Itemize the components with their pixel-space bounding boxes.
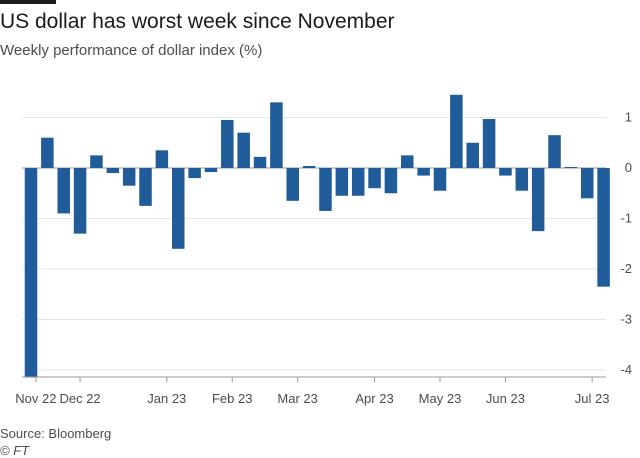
y-tick-label: -1 — [620, 211, 632, 226]
bar — [597, 168, 610, 287]
y-tick-label: -4 — [620, 362, 632, 377]
bar — [221, 120, 234, 168]
x-tick-label: Nov 22 — [15, 391, 56, 406]
bar — [466, 142, 479, 168]
bar — [57, 168, 70, 214]
bar — [253, 156, 267, 168]
bar — [106, 168, 120, 174]
x-tick-label: Dec 22 — [59, 391, 100, 406]
bar — [515, 168, 529, 191]
y-tick-label: 0 — [625, 160, 632, 175]
x-tick-label: Apr 23 — [355, 391, 393, 406]
bar — [302, 165, 316, 168]
x-tick-label: May 23 — [419, 391, 462, 406]
y-tick-label: 1 — [625, 110, 632, 125]
bar — [24, 168, 38, 378]
ft-brand: © FT — [0, 443, 30, 458]
bar — [188, 168, 201, 179]
bar — [90, 155, 103, 168]
bar — [319, 168, 332, 211]
bar — [335, 168, 349, 196]
bar — [73, 168, 87, 234]
bar — [564, 166, 578, 168]
bar — [155, 150, 169, 168]
bar — [171, 168, 185, 249]
bar — [286, 168, 300, 201]
bar — [450, 94, 463, 168]
x-tick-label: Jul 23 — [575, 391, 610, 406]
x-tick-label: Mar 23 — [277, 391, 317, 406]
bar — [237, 132, 250, 168]
chart-subtitle: Weekly performance of dollar index (%) — [0, 42, 263, 59]
bar — [351, 168, 365, 196]
bar — [41, 137, 54, 168]
bar — [368, 168, 381, 189]
source-note: Source: Bloomberg — [0, 426, 112, 441]
x-tick-label: Jan 23 — [147, 391, 186, 406]
ft-top-accent-bar — [0, 0, 56, 4]
y-tick-label: -2 — [620, 261, 632, 276]
bar — [384, 168, 398, 194]
bar — [417, 168, 430, 176]
x-tick-label: Feb 23 — [212, 391, 252, 406]
bar — [139, 168, 152, 206]
bar — [401, 155, 414, 168]
bar — [548, 135, 561, 168]
bar — [482, 119, 496, 168]
bar — [580, 168, 594, 199]
chart-title: US dollar has worst week since November — [0, 10, 395, 33]
bar — [499, 168, 512, 176]
bar — [204, 168, 218, 173]
bar — [531, 168, 545, 232]
y-tick-label: -3 — [620, 312, 632, 327]
bar — [122, 168, 136, 186]
bar — [433, 168, 447, 191]
bar — [270, 102, 283, 168]
x-tick-label: Jun 23 — [486, 391, 525, 406]
